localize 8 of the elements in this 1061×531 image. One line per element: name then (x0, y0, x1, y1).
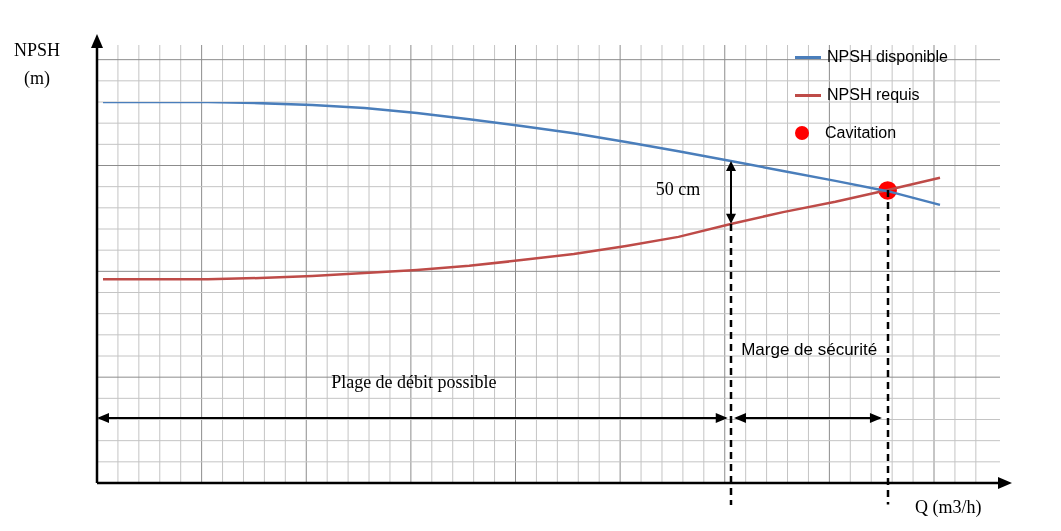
annotation: Plage de débit possible (330, 372, 498, 393)
legend-label: NPSH requis (827, 86, 920, 104)
legend-label: Cavitation (825, 124, 897, 142)
x-axis-title: Q (m3/h) (915, 497, 982, 518)
annotation: Marge de sécurité (740, 339, 879, 361)
y-axis-title: NPSH (m) (14, 39, 61, 90)
annotation: 50 cm (655, 179, 701, 201)
legend-label: NPSH disponible (827, 48, 948, 66)
